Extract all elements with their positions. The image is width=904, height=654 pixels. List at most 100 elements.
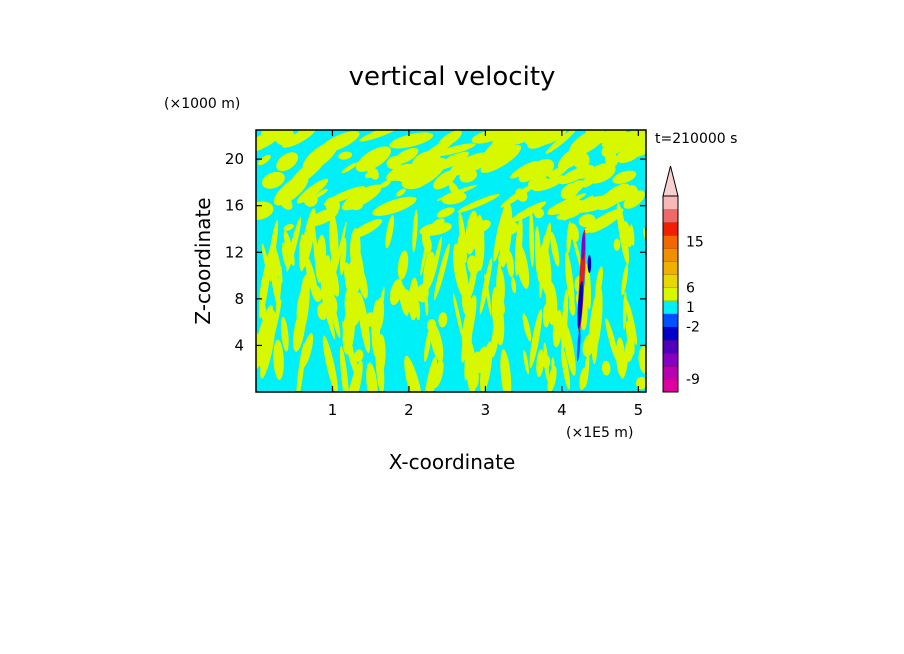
positive-region	[256, 201, 274, 220]
positive-region	[625, 320, 635, 355]
chart-title: vertical velocity	[349, 62, 556, 92]
positive-region	[422, 251, 436, 291]
positive-region	[534, 226, 542, 282]
contour-field	[256, 130, 646, 392]
positive-region	[433, 243, 450, 300]
positive-region	[372, 196, 417, 216]
positive-region	[544, 264, 550, 279]
positive-region	[392, 170, 405, 182]
colorbar-segment	[663, 274, 678, 288]
positive-region	[616, 337, 626, 377]
positive-region	[623, 190, 645, 209]
positive-region	[545, 281, 558, 326]
colorbar-label: -2	[686, 320, 700, 336]
positive-region	[607, 211, 623, 220]
positive-region	[622, 221, 633, 248]
colorbar-label: 6	[686, 281, 695, 297]
positive-region	[460, 257, 473, 317]
positive-region	[280, 316, 289, 352]
y-tick-label: 4	[234, 336, 244, 354]
positive-region	[273, 339, 284, 380]
colorbar-segment	[663, 365, 678, 380]
positive-region	[558, 166, 591, 185]
positive-region	[432, 360, 444, 389]
x-tick-label: 1	[328, 401, 338, 419]
positive-region	[638, 346, 646, 374]
colorbar-arrow	[662, 165, 679, 197]
positive-region	[350, 200, 363, 211]
positive-region	[598, 130, 630, 144]
positive-region	[621, 264, 629, 296]
updraft-core-mark	[576, 329, 581, 362]
y-tick-label: 12	[225, 243, 244, 261]
positive-region	[322, 335, 338, 392]
positive-region	[583, 353, 590, 388]
positive-region	[539, 235, 546, 299]
positive-region	[560, 347, 571, 390]
positive-region	[529, 210, 535, 267]
positive-region	[397, 250, 409, 280]
positive-region	[550, 231, 560, 267]
strong-updraft-core	[576, 229, 592, 362]
positive-region	[276, 152, 299, 172]
positive-region	[498, 296, 505, 314]
positive-region	[565, 251, 575, 312]
positive-region	[357, 292, 371, 353]
positive-region	[352, 237, 365, 285]
positive-region	[355, 146, 392, 172]
positive-region	[542, 355, 551, 369]
positive-region	[566, 221, 572, 254]
colorbar-segment	[663, 248, 678, 262]
positive-region	[305, 256, 319, 302]
positive-region	[561, 289, 569, 352]
positive-region	[522, 313, 532, 342]
positive-region	[447, 155, 457, 163]
positive-region	[317, 302, 329, 320]
positive-region	[562, 321, 576, 376]
colorbar-segment	[663, 378, 678, 393]
colorbar-segment	[663, 222, 678, 236]
colorbar: 15 6 1 -2 -9	[662, 165, 704, 393]
positive-region	[261, 171, 285, 189]
positive-region	[616, 202, 630, 265]
positive-region	[259, 237, 275, 298]
positive-region	[279, 195, 293, 210]
positive-region	[493, 204, 508, 262]
positive-region	[371, 305, 381, 357]
positive-region	[459, 169, 478, 183]
positive-region	[256, 130, 282, 154]
positive-region	[536, 349, 544, 378]
positive-region	[432, 218, 445, 228]
positive-region	[306, 208, 339, 227]
positive-region	[339, 237, 347, 276]
positive-region	[601, 360, 611, 376]
positive-region	[598, 188, 635, 205]
positive-region	[389, 278, 403, 306]
positive-region	[339, 345, 350, 392]
positive-region	[613, 238, 621, 251]
positive-region	[436, 207, 455, 218]
x-tick-label: 2	[404, 401, 414, 419]
positive-region	[433, 143, 476, 157]
y-axis-unit: (×1000 m)	[164, 96, 240, 112]
positive-region	[551, 357, 555, 370]
positive-region	[491, 130, 520, 146]
x-axis-ticks: 1 2 3 4 5	[328, 130, 643, 419]
positive-region	[569, 130, 606, 156]
x-axis-unit: (×1E5 m)	[566, 425, 633, 441]
positive-region	[514, 216, 523, 276]
positive-region	[389, 132, 434, 149]
positive-region	[465, 340, 477, 392]
positive-region	[438, 312, 448, 328]
positive-region	[457, 193, 500, 213]
updraft-core-mark	[577, 280, 583, 329]
positive-region	[338, 151, 353, 160]
positive-region	[500, 183, 535, 208]
positive-region	[549, 160, 573, 181]
positive-region	[299, 233, 306, 272]
positive-region	[296, 343, 306, 392]
positive-region	[408, 277, 419, 321]
positive-region	[433, 170, 457, 190]
updraft-core-mark	[581, 232, 586, 261]
